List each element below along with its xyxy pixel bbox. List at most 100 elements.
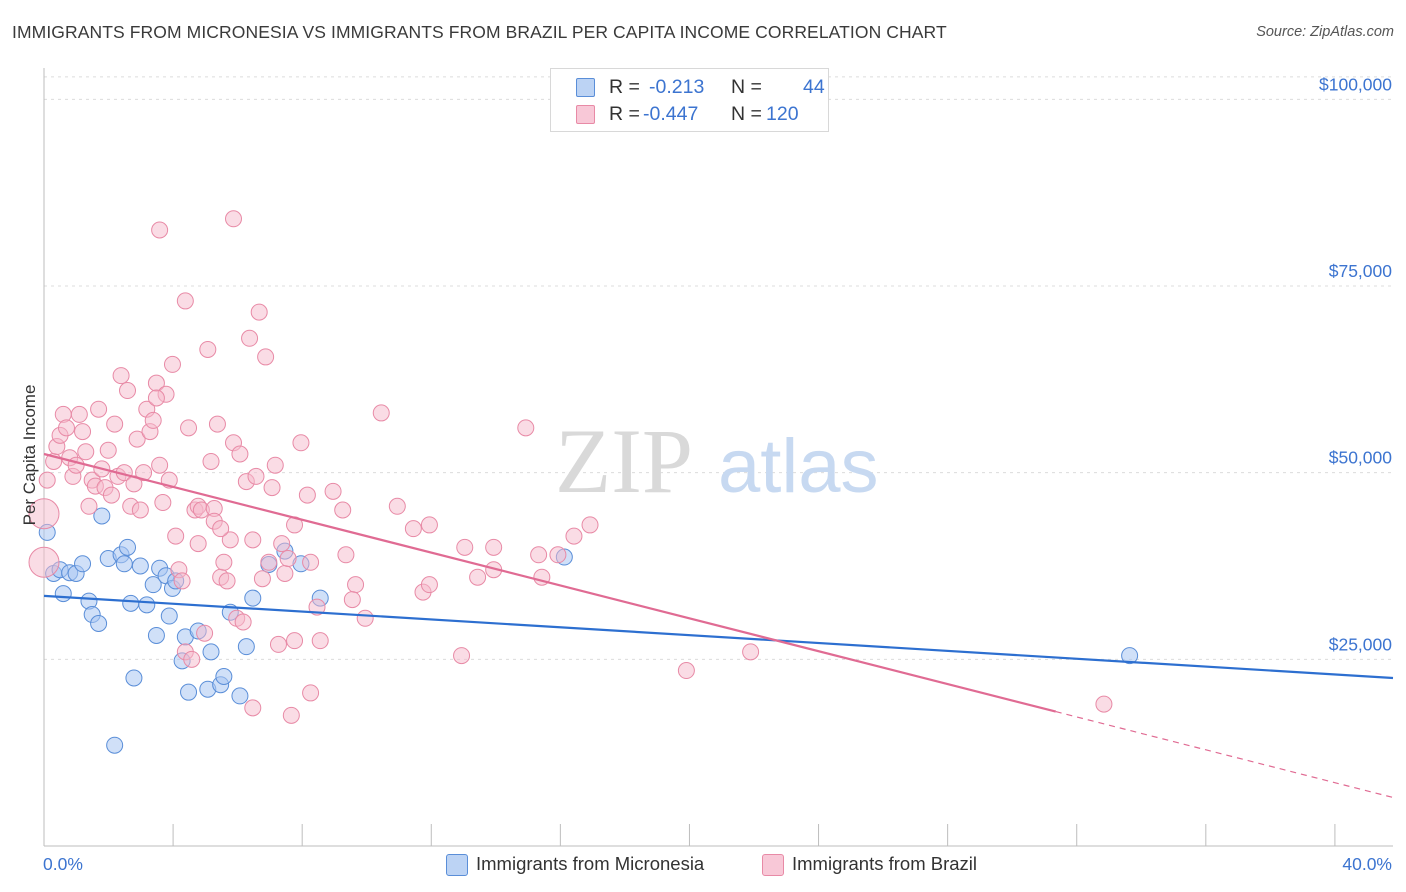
watermark: ZIP atlas bbox=[555, 410, 879, 512]
data-point-brazil bbox=[144, 411, 162, 429]
data-point-brazil bbox=[244, 531, 262, 549]
data-point-brazil bbox=[102, 486, 120, 504]
data-point-brazil bbox=[234, 613, 252, 631]
legend-swatch-micronesia bbox=[576, 78, 595, 97]
data-point-brazil bbox=[57, 419, 75, 437]
data-point-micronesia bbox=[115, 555, 133, 573]
data-point-brazil bbox=[308, 598, 326, 616]
data-point-brazil bbox=[276, 564, 294, 582]
legend-row-brazil: R = -0.447 N = 120 bbox=[551, 101, 828, 127]
data-point-brazil bbox=[302, 553, 320, 571]
legend-r-label: R = bbox=[609, 76, 640, 98]
data-point-brazil bbox=[388, 497, 406, 515]
legend-swatch-brazil bbox=[762, 854, 784, 876]
data-point-micronesia bbox=[202, 643, 220, 661]
data-point-brazil bbox=[128, 430, 146, 448]
data-point-brazil bbox=[241, 329, 259, 347]
data-point-brazil bbox=[218, 572, 236, 590]
data-point-brazil bbox=[347, 576, 365, 594]
axes bbox=[43, 68, 1393, 847]
data-point-brazil bbox=[517, 419, 535, 437]
x-tick-label-max: 40.0% bbox=[1342, 854, 1392, 874]
legend-r-value-micronesia: -0.213 bbox=[649, 76, 705, 98]
data-point-micronesia bbox=[93, 507, 111, 525]
chart-title: IMMIGRANTS FROM MICRONESIA VS IMMIGRANTS… bbox=[12, 22, 947, 42]
data-point-brazil bbox=[530, 546, 548, 564]
trendline-brazil bbox=[43, 452, 1057, 713]
data-point-micronesia bbox=[144, 576, 162, 594]
data-point-brazil bbox=[485, 538, 503, 556]
data-point-brazil bbox=[247, 467, 265, 485]
data-point-brazil bbox=[292, 434, 310, 452]
data-point-brazil bbox=[135, 464, 153, 482]
data-point-brazil bbox=[279, 550, 297, 568]
data-point-brazil bbox=[311, 632, 329, 650]
legend-n-value-brazil: 120 bbox=[766, 103, 799, 125]
data-point-brazil bbox=[581, 516, 599, 534]
legend-row-micronesia: R = -0.213 N = 44 bbox=[551, 74, 828, 100]
x-tick-label-min: 0.0% bbox=[43, 854, 83, 874]
data-point-brazil bbox=[167, 527, 185, 545]
legend-n-label: N = bbox=[731, 103, 762, 125]
data-point-brazil bbox=[106, 415, 124, 433]
data-point-brazil bbox=[202, 452, 220, 470]
watermark-zip: ZIP bbox=[555, 410, 693, 512]
data-point-micronesia bbox=[215, 668, 233, 686]
data-point-micronesia bbox=[106, 736, 124, 754]
data-point-micronesia bbox=[54, 585, 72, 603]
data-point-brazil bbox=[70, 405, 88, 423]
data-point-brazil bbox=[337, 546, 355, 564]
y-tick-label: $25,000 bbox=[1329, 634, 1393, 654]
data-point-micronesia bbox=[119, 538, 137, 556]
legend-n-value-micronesia: 44 bbox=[803, 76, 825, 98]
data-point-brazil bbox=[173, 572, 191, 590]
data-point-brazil bbox=[298, 486, 316, 504]
data-point-brazil bbox=[119, 382, 137, 400]
data-point-brazil bbox=[196, 624, 214, 642]
data-point-brazil bbox=[549, 546, 567, 564]
data-point-brazil bbox=[231, 445, 249, 463]
data-point-brazil bbox=[154, 494, 172, 512]
data-point-brazil bbox=[420, 576, 438, 594]
data-point-brazil bbox=[257, 348, 275, 366]
data-point-brazil bbox=[253, 570, 271, 588]
data-point-micronesia bbox=[138, 596, 156, 614]
data-point-brazil bbox=[334, 501, 352, 519]
legend-label-micronesia: Immigrants from Micronesia bbox=[476, 853, 705, 874]
data-point-micronesia bbox=[244, 589, 262, 607]
correlation-legend: R = -0.213 N = 44 R = -0.447 N = 120 bbox=[550, 68, 829, 132]
data-point-brazil bbox=[215, 553, 233, 571]
data-point-brazil bbox=[38, 471, 56, 489]
data-point-brazil bbox=[302, 684, 320, 702]
data-point-brazil bbox=[189, 535, 207, 553]
data-point-brazil bbox=[180, 419, 198, 437]
data-point-brazil bbox=[151, 221, 169, 239]
data-point-micronesia bbox=[231, 687, 249, 705]
series-brazil-points bbox=[28, 210, 1113, 724]
legend-n-label: N = bbox=[731, 76, 762, 98]
data-point-brazil bbox=[28, 546, 60, 578]
data-point-brazil bbox=[250, 303, 268, 321]
data-point-brazil bbox=[77, 443, 95, 461]
data-point-micronesia bbox=[1121, 647, 1139, 665]
data-point-brazil bbox=[742, 643, 760, 661]
legend-swatch-micronesia bbox=[446, 854, 468, 876]
legend-r-value-brazil: -0.447 bbox=[643, 103, 699, 125]
trendline-micronesia bbox=[43, 594, 1394, 680]
data-point-micronesia bbox=[122, 594, 140, 612]
data-point-brazil bbox=[221, 531, 239, 549]
data-point-brazil bbox=[67, 456, 85, 474]
data-point-micronesia bbox=[147, 626, 165, 644]
data-point-brazil bbox=[176, 292, 194, 310]
data-point-brazil bbox=[324, 482, 342, 500]
data-point-brazil bbox=[183, 650, 201, 668]
data-point-brazil bbox=[356, 609, 374, 627]
data-point-micronesia bbox=[90, 614, 108, 632]
trendline-brazil-extension bbox=[1055, 711, 1394, 799]
data-point-brazil bbox=[677, 662, 695, 680]
data-point-brazil bbox=[420, 516, 438, 534]
watermark-atlas: atlas bbox=[718, 424, 879, 509]
data-point-brazil bbox=[565, 527, 583, 545]
data-point-micronesia bbox=[125, 669, 143, 687]
